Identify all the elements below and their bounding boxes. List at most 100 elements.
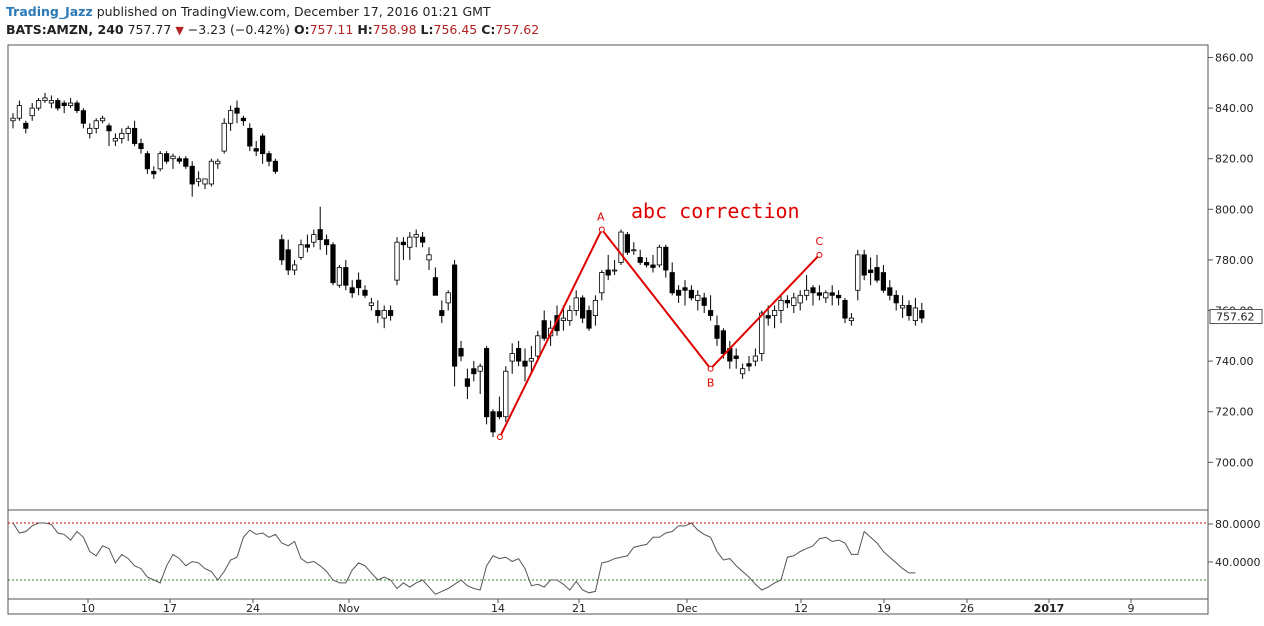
candle-body [259, 135, 266, 155]
candle-body [868, 269, 874, 273]
pivot-point [496, 434, 503, 440]
candle-body [823, 292, 829, 299]
candle-body [330, 244, 336, 284]
candle-body [279, 239, 285, 261]
candle-body [375, 310, 381, 316]
low-value: 756.45 [433, 22, 478, 37]
annotation-text: abc correction [631, 199, 800, 223]
price-tick-label: 720.00 [1215, 406, 1254, 419]
indicator-line [12, 522, 916, 595]
candle-body [394, 241, 400, 281]
candle-body [541, 320, 547, 339]
candle-body [535, 335, 541, 357]
candle-body [695, 294, 701, 301]
published-text: published on TradingView.com, December 1… [96, 4, 491, 19]
candle-body [836, 294, 842, 299]
candle-body [906, 305, 912, 316]
pivot-point [816, 251, 823, 258]
low-label: L: [420, 22, 434, 37]
indicator-tick-label: 40.0000 [1215, 556, 1261, 569]
time-tick-label: 2017 [1034, 602, 1065, 615]
candle-body [816, 292, 823, 296]
candle-body [195, 178, 202, 182]
candle-body [439, 310, 445, 316]
author-link[interactable]: Trading_Jazz [6, 4, 93, 19]
open-value: 757.11 [309, 22, 354, 37]
time-tick-label: 26 [960, 602, 974, 615]
candle-body [74, 102, 80, 112]
candle-body [740, 368, 746, 375]
candle-body [112, 138, 118, 142]
candle-body [202, 178, 208, 185]
candle-body [567, 310, 573, 322]
candle-body [580, 297, 586, 319]
candle-body [10, 117, 16, 122]
price-tick-label: 840.00 [1215, 102, 1254, 115]
candle-body [208, 160, 214, 185]
candle-body [708, 310, 714, 316]
indicator-tick-label: 80.0000 [1215, 518, 1261, 531]
candle-body [144, 153, 150, 170]
candle-body [861, 254, 867, 276]
candle-body [266, 153, 272, 162]
candle-body [368, 302, 375, 306]
candle-body [490, 411, 496, 433]
candle-body [644, 262, 650, 266]
candle-body [887, 287, 893, 296]
candle-body [336, 267, 343, 286]
candle-body [650, 264, 656, 268]
candle-body [343, 267, 349, 286]
last-price: 757.77 [127, 22, 172, 37]
candle-body [55, 100, 61, 109]
candle-body [432, 277, 439, 296]
candle-body [125, 127, 131, 134]
time-tick-label: 24 [246, 602, 260, 615]
candle-body [656, 246, 663, 266]
time-tick-label: 21 [572, 602, 586, 615]
candle-body [311, 234, 317, 243]
candle-body [291, 264, 298, 271]
candle-body [637, 256, 643, 263]
high-value: 758.98 [372, 22, 417, 37]
price-tick-label: 700.00 [1215, 456, 1254, 469]
candle-body [68, 102, 74, 106]
candle-body [682, 287, 688, 291]
candle-body [733, 355, 739, 359]
pivot-point [598, 226, 605, 233]
candle-body [759, 312, 765, 354]
publish-line: Trading_Jazz published on TradingView.co… [6, 4, 491, 19]
candle-body [829, 292, 835, 296]
candle-body [285, 249, 291, 271]
candle-body [119, 132, 125, 139]
candle-body [624, 234, 631, 253]
symbol-label: BATS:AMZN, 240 [6, 22, 124, 37]
time-tick-label: Dec [676, 602, 697, 615]
candle-body [791, 297, 797, 306]
candle-body [900, 305, 906, 309]
time-tick-label: 17 [163, 602, 177, 615]
candle-body [29, 107, 35, 117]
candle-body [804, 289, 810, 296]
candle-body [784, 299, 791, 304]
candle-body [688, 289, 695, 299]
candle-body [893, 294, 899, 304]
candle-body [586, 310, 592, 329]
candle-body [477, 365, 483, 372]
candle-body [912, 307, 919, 322]
price-tick-label: 780.00 [1215, 254, 1254, 267]
candle-body [304, 244, 311, 248]
candle-body [765, 315, 771, 319]
time-tick-label: Nov [338, 602, 360, 615]
time-tick-label: 14 [491, 602, 505, 615]
candle-body [227, 110, 234, 124]
candle-body [221, 122, 227, 152]
price-tick-label: 740.00 [1215, 355, 1254, 368]
change-value: −3.23 (−0.42%) [187, 22, 290, 37]
candle-body [247, 127, 253, 147]
candle-body [419, 236, 426, 243]
candle-body [676, 289, 682, 296]
candle-body [298, 244, 304, 258]
ohlc-line: BATS:AMZN, 240 757.77 ▼ −3.23 (−0.42%) O… [6, 22, 539, 37]
candle-body [797, 294, 803, 304]
